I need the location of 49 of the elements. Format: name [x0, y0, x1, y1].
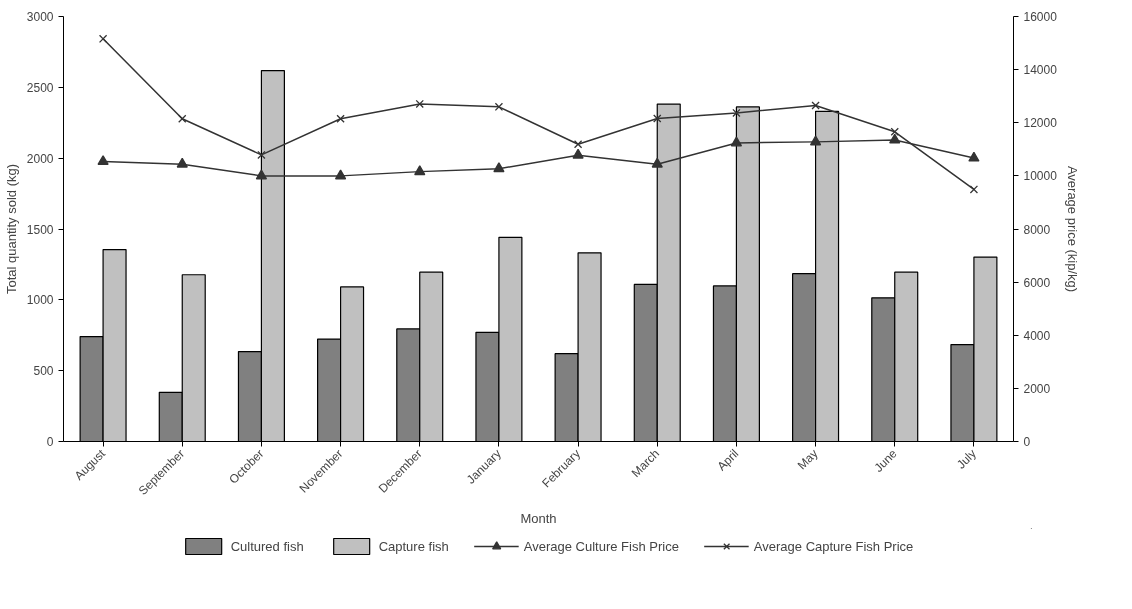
y2-tick-label: 14000	[1023, 63, 1058, 78]
y2-tick-label: 10000	[1023, 169, 1058, 184]
legend-label: Capture fish	[378, 538, 449, 554]
point	[178, 114, 187, 123]
y2-axis-title: Average price (kip/kg)	[1064, 165, 1080, 293]
point	[97, 155, 109, 166]
point	[98, 34, 108, 43]
point	[811, 101, 820, 110]
point	[653, 114, 662, 123]
legend-label: Cultured fish	[230, 538, 304, 554]
y2-tick-label: 8000	[1023, 222, 1051, 237]
point	[572, 148, 584, 159]
y-tick-label: 1500	[26, 222, 54, 237]
point	[730, 136, 743, 147]
point	[414, 165, 426, 176]
y-tick-label: 3000	[26, 10, 54, 24]
y2-tick-label: 16000	[1023, 10, 1058, 24]
point	[494, 102, 504, 111]
point	[415, 99, 424, 109]
y-tick-label: 0	[46, 435, 54, 449]
y2-tick-label: 12000	[1023, 116, 1058, 131]
x-tick-label: May	[794, 446, 821, 473]
y-tick-label: 1000	[26, 293, 54, 308]
legend-label: Average Culture Fish Price	[523, 538, 679, 554]
point	[336, 114, 345, 123]
y2-tick-label: 4000	[1023, 328, 1051, 343]
point	[889, 133, 901, 144]
point	[651, 157, 663, 168]
y-tick-label: 2000	[26, 151, 54, 166]
x-tick-label: July	[953, 446, 979, 472]
y-tick-label: 500	[33, 364, 54, 379]
point	[255, 169, 268, 180]
point	[969, 185, 979, 194]
point	[890, 127, 899, 136]
point	[573, 140, 583, 149]
point	[968, 151, 980, 162]
y2-tick-label: 6000	[1023, 275, 1051, 290]
y2-tick-label: 2000	[1023, 381, 1051, 396]
point	[493, 162, 505, 173]
point	[257, 150, 266, 160]
y-tick-label: 2500	[26, 80, 54, 95]
point	[176, 157, 188, 168]
point	[809, 135, 822, 146]
point	[334, 169, 347, 180]
point	[732, 108, 741, 118]
y-axis-title: Total quantity sold (kg)	[3, 163, 19, 295]
y2-tick-label: 0	[1023, 435, 1031, 449]
legend-label: Average Capture Fish Price	[753, 538, 914, 554]
x-axis-title: Month	[520, 510, 557, 526]
